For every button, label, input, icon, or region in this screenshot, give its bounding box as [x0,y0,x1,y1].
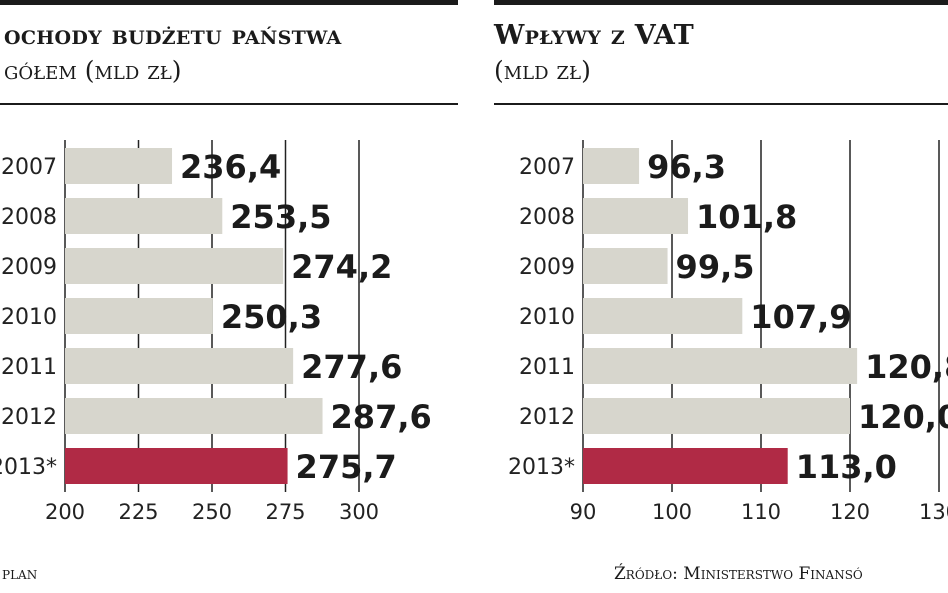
left-bar [65,198,223,234]
left-chart-title: ochody budżetu państwa [4,20,342,51]
left-category-label: 2009 [1,255,57,280]
right-category-label: 2007 [519,155,575,180]
right-tick-label: 110 [741,500,781,524]
left-value-label: 236,4 [180,148,281,186]
right-chart-title: Wpływy z VAT [494,20,695,51]
left-bar [65,348,294,384]
right-category-label: 2011 [519,355,575,380]
right-tick-label: 90 [570,500,597,524]
right-tick-label: 130 [919,500,948,524]
left-category-label: 2011 [1,355,57,380]
right-tick-label: 100 [652,500,692,524]
right-tick-label: 120 [830,500,870,524]
right-bar [583,248,668,284]
right-value-label: 113,0 [796,448,897,486]
left-value-label: 253,5 [230,198,331,236]
right-category-label: 2012 [519,405,575,430]
left-bar [65,298,213,334]
left-value-label: 250,3 [221,298,322,336]
right-category-label: 2010 [519,305,575,330]
left-category-label: 2013* [0,455,57,480]
left-tick-label: 200 [45,500,85,524]
left-bar [65,248,284,284]
left-footnote: plan [2,564,38,584]
left-top-bar [0,0,458,5]
right-bar [583,348,858,384]
left-category-label: 2007 [1,155,57,180]
left-chart-subtitle: gółem (mld zł) [4,56,182,85]
left-category-label: 2010 [1,305,57,330]
right-value-label: 101,8 [696,198,797,236]
left-bar [65,148,173,184]
right-bar [583,148,640,184]
right-value-label: 96,3 [647,148,726,186]
left-category-label: 2008 [1,205,57,230]
right-value-label: 120,0 [858,398,948,436]
right-value-label: 120,8 [865,348,948,386]
source-note: Źródło: Ministerstwo Finansó [614,564,863,584]
right-value-label: 99,5 [676,248,755,286]
right-category-label: 2013* [508,455,575,480]
left-bar [65,398,323,434]
left-category-label: 2012 [1,405,57,430]
right-header-rule [494,103,948,105]
right-bar [583,298,743,334]
right-top-bar [494,0,948,5]
right-chart-subtitle: (mld zł) [494,56,591,85]
right-category-label: 2008 [519,205,575,230]
left-value-label: 274,2 [291,248,392,286]
left-tick-label: 225 [118,500,158,524]
left-value-label: 287,6 [331,398,432,436]
left-tick-label: 250 [192,500,232,524]
right-bar [583,448,788,484]
right-bar [583,398,850,434]
left-bar [65,448,288,484]
left-header-rule [0,103,458,105]
left-value-label: 275,7 [296,448,397,486]
left-value-label: 277,6 [301,348,402,386]
right-value-label: 107,9 [750,298,851,336]
left-tick-label: 275 [265,500,305,524]
left-tick-label: 300 [339,500,379,524]
right-bar [583,198,689,234]
right-category-label: 2009 [519,255,575,280]
